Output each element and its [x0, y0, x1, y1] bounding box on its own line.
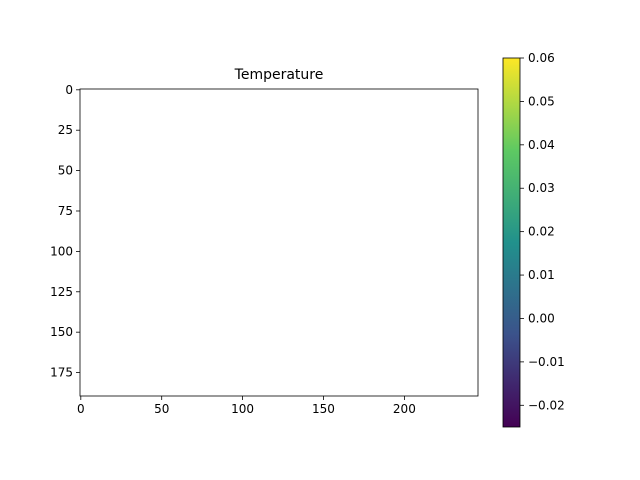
plot-area — [79, 88, 479, 397]
plot-background — [80, 89, 478, 396]
chart-title: Temperature — [234, 67, 324, 83]
